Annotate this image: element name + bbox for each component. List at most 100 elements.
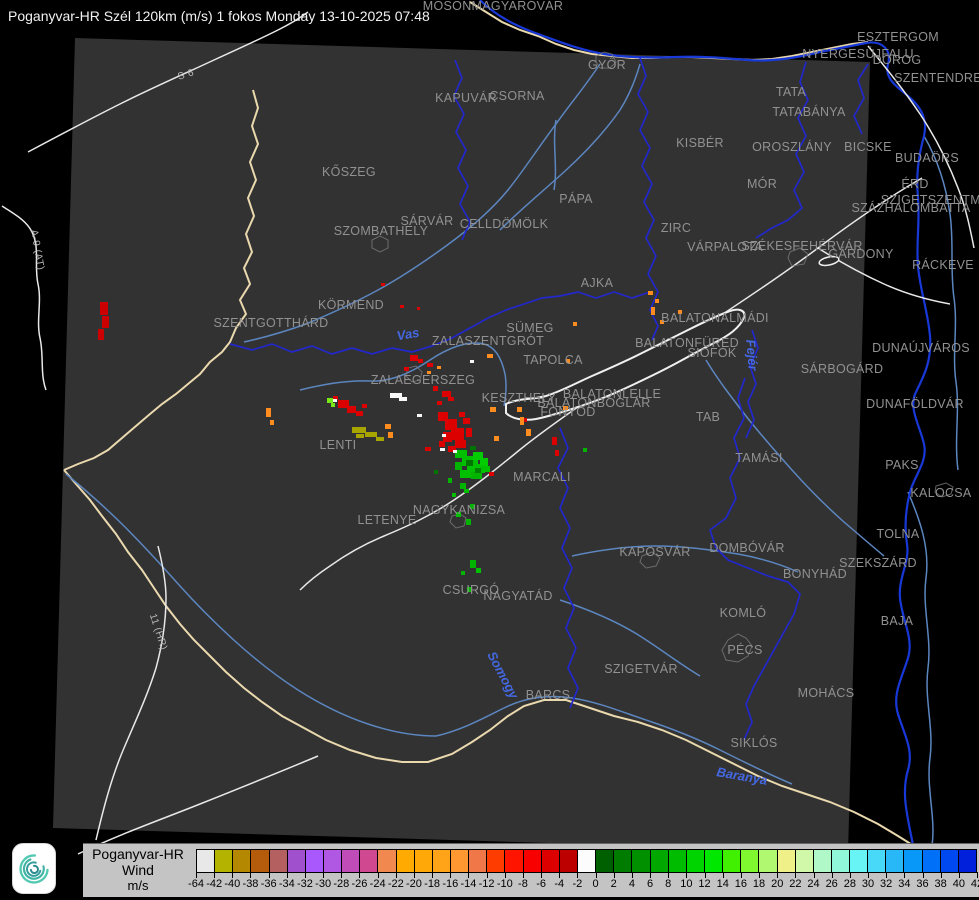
legend-swatch <box>540 850 559 872</box>
legend-tick-label: 28 <box>843 878 856 890</box>
radar-echo <box>520 417 524 425</box>
radar-echo <box>365 432 377 437</box>
radar-echo <box>331 403 335 407</box>
radar-echo <box>480 458 488 466</box>
legend-tick-label: -22 <box>387 878 404 890</box>
legend-swatch <box>740 850 759 872</box>
legend-tick <box>196 872 197 878</box>
legend-tick <box>595 872 597 878</box>
radar-echo <box>490 407 496 412</box>
legend-tick <box>740 872 742 878</box>
legend-swatch <box>431 850 450 872</box>
legend-swatch <box>576 850 596 872</box>
legend-tick <box>504 872 506 878</box>
radar-echo <box>459 412 465 417</box>
legend-product-name: Wind <box>122 862 154 878</box>
radar-echo <box>437 401 442 405</box>
radar-echo <box>470 560 476 568</box>
legend-tick <box>577 872 579 878</box>
legend-tick-label: -34 <box>278 878 295 890</box>
legend-tick-label: 0 <box>592 878 599 890</box>
radar-echo <box>434 470 438 474</box>
radar-echo <box>651 307 655 315</box>
radar-echo <box>102 316 109 328</box>
legend-tick-label: 40 <box>952 878 965 890</box>
radar-echo <box>563 406 568 410</box>
radar-echo <box>453 450 457 453</box>
legend-swatch <box>449 850 469 872</box>
legend-tick-label: 2 <box>610 878 617 890</box>
radar-echo <box>517 407 522 412</box>
radar-echo <box>438 412 448 421</box>
legend-swatch <box>250 850 269 872</box>
legend-tick <box>323 872 325 878</box>
radar-echo <box>660 320 664 324</box>
radar-echo <box>466 460 473 466</box>
radar-echo <box>555 450 559 456</box>
radar-echo <box>573 322 577 326</box>
legend-tick-label: 16 <box>734 878 747 890</box>
legend-tick-label: 18 <box>752 878 766 890</box>
legend-tick <box>214 872 216 878</box>
radar-echo <box>427 363 433 367</box>
legend-bar: Poganyvar-HR Wind m/s -64 -42 -40 -38 -36 -34… <box>83 843 979 897</box>
legend-tick-label: 42 <box>970 878 979 890</box>
radar-echo <box>437 366 441 369</box>
legend-swatch <box>631 850 650 872</box>
legend-swatch <box>703 850 723 872</box>
radar-echo <box>362 404 367 408</box>
legend-swatch <box>812 850 831 872</box>
radar-echo <box>443 432 452 442</box>
danube-river <box>479 0 932 846</box>
radar-echo <box>489 472 494 476</box>
legend-tick <box>432 872 434 878</box>
legend-tick <box>286 872 288 878</box>
legend-tick-label: 20 <box>771 878 784 890</box>
radar-echo <box>455 440 466 448</box>
legend-tick-label: 14 <box>716 878 729 890</box>
radar-echo <box>98 329 104 340</box>
radar-echo <box>526 429 531 436</box>
legend-tick <box>250 872 252 878</box>
radar-echo <box>418 359 423 363</box>
radar-echo <box>648 291 653 295</box>
lake-velence <box>818 255 840 267</box>
radar-echo <box>352 427 366 433</box>
radar-echo <box>333 399 337 402</box>
legend-tick-label: -32 <box>297 878 313 890</box>
legend-swatch <box>722 850 741 872</box>
legend-tick-label: 12 <box>698 878 711 890</box>
legend-tick-label: -12 <box>478 878 495 890</box>
legend-tick <box>341 872 343 878</box>
radar-echo <box>467 587 472 592</box>
radar-echo <box>390 393 402 398</box>
radar-echo <box>552 437 557 445</box>
legend-swatch <box>957 850 977 872</box>
radar-echo <box>583 448 587 452</box>
radar-echo <box>476 568 481 573</box>
legend-tick <box>468 872 470 878</box>
radar-echo <box>655 299 659 303</box>
legend-tick-label: 24 <box>807 878 820 890</box>
legend-tick <box>722 872 724 878</box>
legend-tick-label: 4 <box>628 878 635 890</box>
legend-swatch <box>776 850 795 872</box>
legend-station-name: Poganyvar-HR <box>92 846 184 862</box>
legend-tick <box>831 872 833 878</box>
legend-tick <box>868 872 870 878</box>
legend-swatch <box>286 850 305 872</box>
legend-tick <box>395 872 397 878</box>
radar-echo <box>448 478 452 483</box>
legend-tick-label: -4 <box>554 878 565 890</box>
radar-echo <box>448 397 454 401</box>
legend-tick <box>795 872 797 878</box>
radar-echo-layer <box>98 283 682 592</box>
legend-tick <box>522 872 524 878</box>
legend-swatch <box>649 850 668 872</box>
radar-echo <box>473 452 483 460</box>
legend-swatch <box>304 850 323 872</box>
radar-echo <box>417 414 422 417</box>
radar-echo <box>452 493 456 497</box>
